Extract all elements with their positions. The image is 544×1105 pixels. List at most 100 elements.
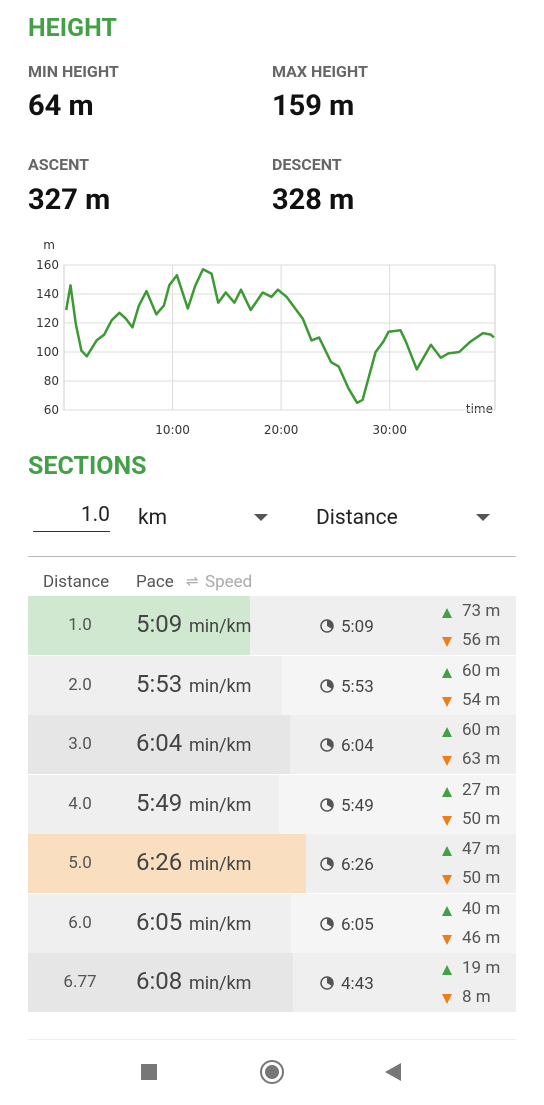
stat-value: 328 m [272,183,355,217]
ascent: 60 m [462,720,501,740]
descent-icon [442,815,452,826]
triangle [442,994,452,1004]
divider [28,556,516,557]
descent: 63 m [462,749,501,769]
col-header[interactable]: Pace [136,572,174,592]
divider [28,1039,516,1040]
clock-icon [320,678,334,693]
interval-input[interactable]: 1.0 [33,503,110,532]
clock-icon [320,916,334,931]
height-chart: m time 60 80 100 120 140 160 10:00 20:00 30:00 [36,238,496,437]
descent-icon [442,696,452,707]
ascent-icon [442,667,452,678]
pace-bar [28,953,293,1012]
back-button[interactable] [385,1063,401,1081]
pace-unit: min/km [189,675,252,697]
pace-unit: min/km [189,794,252,816]
descent: 56 m [462,630,501,650]
y-tick-label: 60 [44,403,59,417]
pace: 5:53 [136,669,183,698]
distance: 6.77 [63,972,97,992]
stat-label: MAX HEIGHT [272,62,368,81]
pace: 6:26 [136,848,183,876]
clock-icon [320,857,334,871]
triangle [442,905,452,916]
section-row: 4.0 5:49 min/km 5:49 27 m 50 m [28,774,516,834]
clock-hand [327,798,333,808]
ascent-icon [442,608,452,618]
ascent-icon [442,905,452,916]
triangle [442,608,452,618]
section-row: 6.0 6:05 min/km 6:05 40 m 46 m [28,893,516,953]
col-header[interactable]: Speed [205,572,253,592]
mode-dropdown[interactable]: Distance [316,506,398,530]
triangle [442,875,452,885]
stat-value: 327 m [28,183,111,217]
dropdown-arrow [476,514,490,521]
descent: 50 m [462,808,501,829]
descent: 8 m [462,987,491,1007]
stat-value: 159 m [272,89,355,123]
pace-unit: min/km [189,854,252,875]
recents-button[interactable] [141,1064,157,1080]
descent-icon [442,637,452,647]
height-line [64,268,495,405]
pace: 5:49 [136,788,183,817]
x-tick-label: 20:00 [264,423,299,437]
home-button[interactable] [260,1060,284,1084]
section-row: 5.0 6:26 min/km 6:26 47 m 50 m [28,834,516,893]
time: 5:09 [341,617,374,637]
pace-bar [28,596,251,655]
clock-hand [327,679,333,689]
clock-hand [327,917,333,927]
pace-unit: min/km [189,913,252,935]
triangle [442,756,452,766]
descent: 50 m [462,868,501,888]
home-dot [265,1065,279,1079]
plot-frame [63,264,496,411]
stat-label: ASCENT [28,155,90,174]
descent-icon [442,994,452,1004]
pace: 5:09 [136,610,183,638]
unit-dropdown[interactable]: km [138,506,168,530]
col-header: Distance [43,572,110,592]
ascent-icon [442,965,452,975]
section-row: 2.0 5:53 min/km 5:53 60 m 54 m [28,655,516,715]
y-tick-label: 140 [36,287,59,301]
ascent: 19 m [462,958,501,978]
pace-bar [28,655,283,715]
nav-bar [141,1060,401,1084]
clock-icon [320,976,334,990]
ascent: 47 m [462,839,501,859]
stat-value: 64 m [28,89,94,123]
pace-bar [28,715,291,774]
section-row: 3.0 6:04 min/km 6:04 60 m 63 m [28,715,516,774]
triangle [442,815,452,826]
pace-bar [28,893,291,953]
dropdown-arrow [254,514,268,521]
x-axis-label: time [466,402,493,416]
y-unit: m [43,238,55,252]
ascent-icon [442,786,452,797]
triangle [442,727,452,737]
distance: 5.0 [68,853,92,873]
pace: 6:04 [136,729,183,757]
triangle [442,934,452,945]
triangle [442,637,452,647]
clock-icon [320,738,334,752]
pace-unit: min/km [189,735,252,756]
pace-unit: min/km [189,616,252,637]
pace-bar [28,774,280,834]
stat-label: MIN HEIGHT [28,62,119,81]
sections-title: SECTIONS [28,452,147,481]
y-tick-label: 80 [44,374,59,388]
time: 6:05 [341,914,374,935]
descent-icon [442,875,452,885]
distance: 2.0 [68,674,92,695]
pace-unit: min/km [189,973,252,994]
triangle [442,667,452,678]
toggle-icon: ⇌ [186,572,199,590]
clock-hand [327,739,333,748]
time: 4:43 [341,974,374,994]
